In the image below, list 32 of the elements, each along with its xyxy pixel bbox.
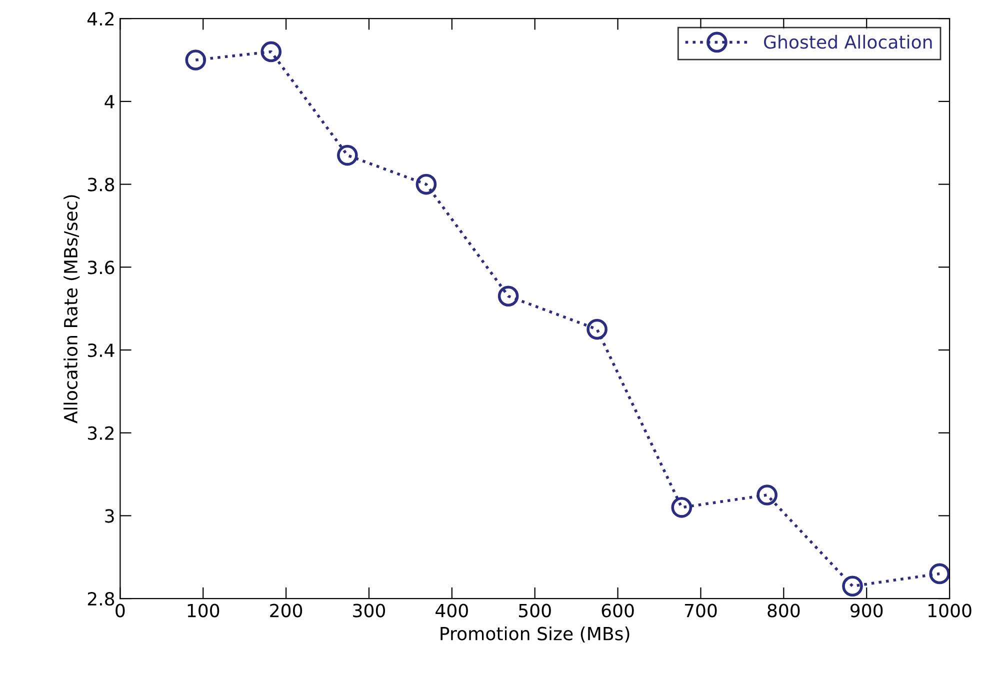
x-tick-label: 700 <box>684 604 717 618</box>
point <box>842 576 863 597</box>
y-tick-label: 3 <box>105 509 114 523</box>
x-axis-title: Promotion Size (MBs) <box>440 626 630 643</box>
x-tick-label: 1000 <box>928 604 972 618</box>
point <box>337 144 358 166</box>
y-tick-label: 3.4 <box>88 343 114 358</box>
y-tick-label: 4 <box>104 95 114 108</box>
x-tick-label: 500 <box>519 604 551 618</box>
point <box>586 318 608 340</box>
point <box>260 41 282 62</box>
point <box>671 497 692 518</box>
legend-label: Ghosted Allocation <box>764 34 932 49</box>
x-tick-label: 600 <box>602 604 634 618</box>
y-tick-label: 2.8 <box>88 592 114 606</box>
x-tick-label: 200 <box>270 604 302 618</box>
y-tick-label: 4.2 <box>87 12 114 26</box>
x-tick-label: 900 <box>850 604 883 618</box>
point <box>498 286 519 307</box>
point <box>756 484 778 506</box>
point <box>929 563 950 584</box>
point <box>185 50 206 70</box>
y-tick-label: 3.2 <box>88 426 114 440</box>
y-tick-label: 3.8 <box>88 178 114 192</box>
x-tick-label: 300 <box>353 604 386 618</box>
x-tick-label: 0 <box>116 604 125 618</box>
y-axis-title: Allocation Rate (MBs/sec) <box>64 195 80 424</box>
point <box>416 174 437 195</box>
x-tick-label: 800 <box>768 604 800 618</box>
x-tick-label: 100 <box>188 604 220 618</box>
y-tick-label: 3.6 <box>88 260 114 274</box>
x-tick-label: 400 <box>436 604 468 618</box>
